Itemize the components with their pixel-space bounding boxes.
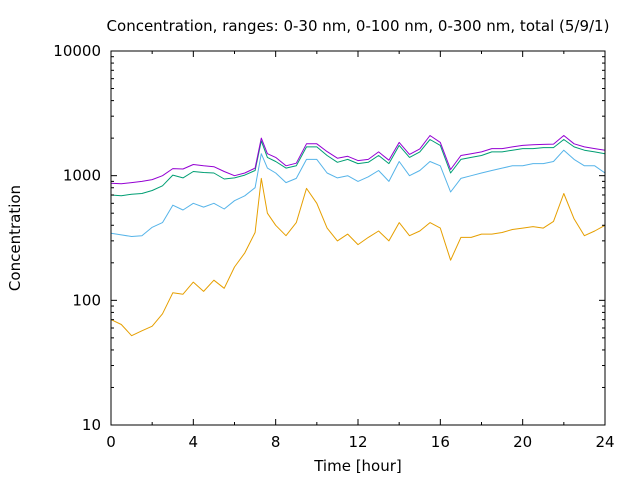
y-tick-label: 10000 xyxy=(53,42,101,60)
chart-title: Concentration, ranges: 0-30 nm, 0-100 nm… xyxy=(107,17,610,35)
x-tick-label: 24 xyxy=(595,433,614,451)
x-tick-label: 12 xyxy=(348,433,367,451)
x-tick-label: 16 xyxy=(431,433,450,451)
y-tick-label: 10 xyxy=(82,416,101,434)
y-tick-label: 1000 xyxy=(63,167,101,185)
x-tick-label: 0 xyxy=(106,433,116,451)
series-line-1 xyxy=(110,177,606,337)
series-layer xyxy=(110,135,606,337)
series-line-2 xyxy=(110,149,606,237)
x-tick-label: 4 xyxy=(189,433,199,451)
tick-layer: 0 4 8 12 16 20 24 10 100 1000 10000 xyxy=(53,42,614,451)
series-line-4 xyxy=(110,135,606,185)
series-line-3 xyxy=(110,139,606,197)
y-tick-label: 100 xyxy=(72,291,101,309)
x-axis-label: Time [hour] xyxy=(313,457,402,475)
x-tick-label: 20 xyxy=(513,433,532,451)
x-tick-label: 8 xyxy=(271,433,281,451)
y-axis-label: Concentration xyxy=(6,185,24,291)
